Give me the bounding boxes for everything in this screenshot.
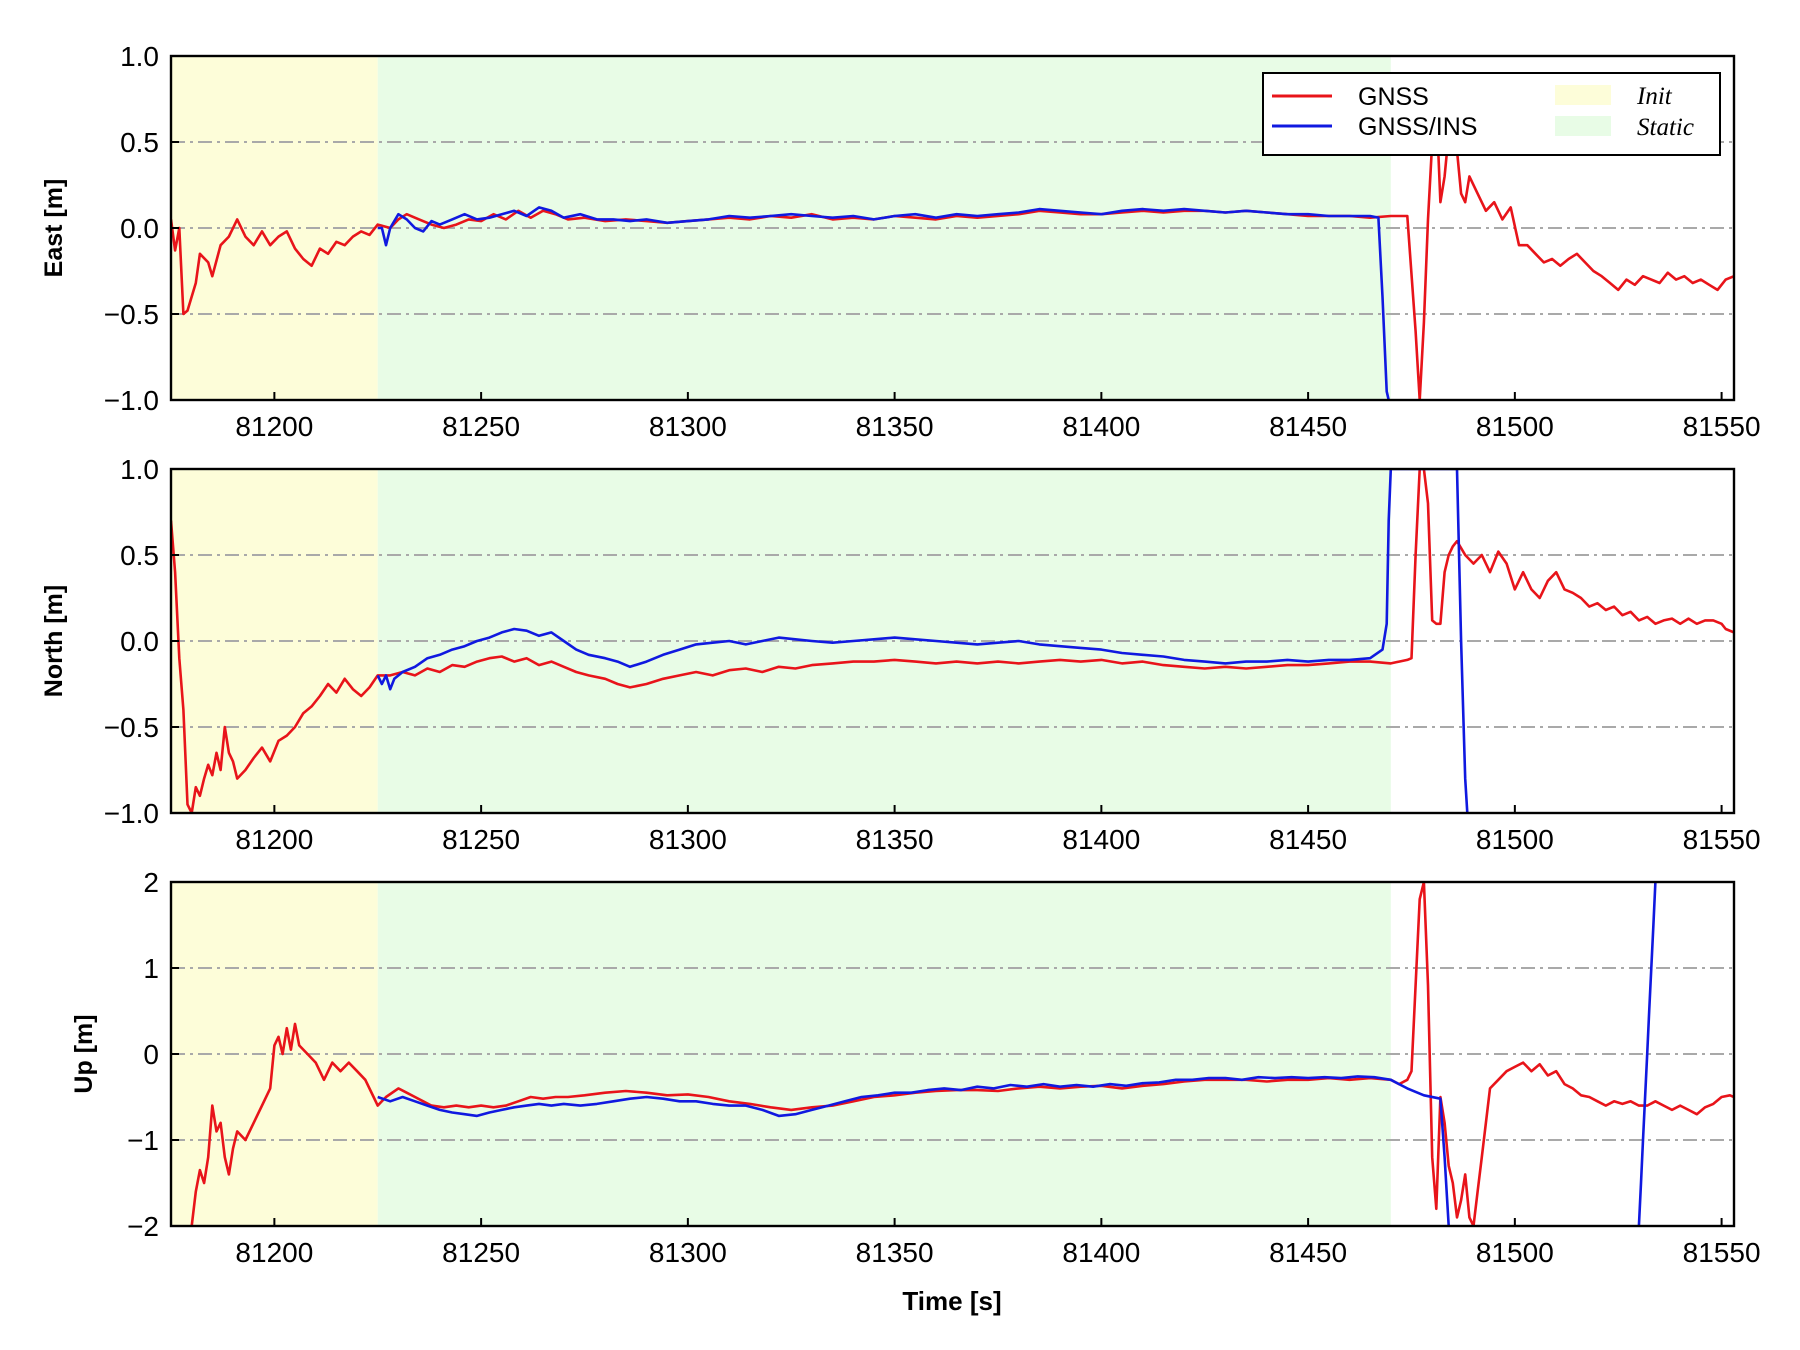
up-gridlines [171,967,1734,1141]
legend-label-gnss-ins: GNSS/INS [1358,113,1477,141]
east-y-tick-label: 0.5 [120,127,159,158]
north-x-tick-label: 81200 [235,824,313,855]
north-y-axis-label: North [m] [40,585,68,697]
north-series-gnss-ins [376,469,1469,813]
east-y-ticks: −1.0 −0.5 0.0 0.5 1.0 [104,41,179,416]
north-x-tick-label: 81250 [442,824,520,855]
north-y-ticks: −1.0 −0.5 0.0 0.5 1.0 [104,454,179,829]
legend-box [1262,72,1721,156]
up-series-gnss-ins [1637,882,1657,1226]
up-y-tick-label: 2 [143,867,159,898]
north-x-tick-label: 81450 [1269,824,1347,855]
east-series [171,102,1734,400]
up-series-gnss [190,882,1734,1226]
east-y-tick-label: 0.0 [120,213,159,244]
east-x-tick-label: 81400 [1062,411,1140,442]
east-series-gnss-ins [377,206,1390,400]
north-y-tick-label: −0.5 [104,712,159,743]
up-x-tick-label: 81450 [1269,1237,1347,1268]
legend-label-init: Init [1636,83,1673,110]
north-x-ticks: 81200 81250 81300 81350 81400 81450 81500 81550 [235,805,1761,855]
east-x-tick-label: 81250 [442,411,520,442]
up-y-tick-label: 0 [143,1039,159,1070]
north-panel: −1.0−0.50.00.51.0 81200 81250 81300 81350 81… [40,454,1761,855]
up-y-tick-label: −1 [127,1125,159,1156]
north-y-tick-label: 0.0 [120,626,159,657]
north-x-tick-label: 81400 [1062,824,1140,855]
legend-swatch-init [1555,85,1611,105]
up-x-ticks: 81200 81250 81300 81350 81400 81450 81500 81550 [235,1218,1761,1268]
legend: GNSS GNSS/INS Init Static [1262,72,1721,156]
east-x-tick-label: 81200 [235,411,313,442]
east-panel: −1.0−0.50.00.51.0 81200 81250 81300 81350 81… [40,41,1761,442]
up-y-tick-label: −2 [127,1211,159,1242]
up-x-tick-label: 81350 [856,1237,934,1268]
east-y-tick-label: −1.0 [104,385,159,416]
north-x-tick-label: 81300 [649,824,727,855]
north-series-gnss [171,469,1734,813]
east-x-tick-label: 81450 [1269,411,1347,442]
up-y-axis-label: Up [m] [70,1014,98,1093]
up-x-tick-label: 81200 [235,1237,313,1268]
east-y-axis-label: East [m] [40,179,68,278]
up-x-tick-label: 81250 [442,1237,520,1268]
x-axis-label: Time [s] [902,1286,1001,1316]
legend-label-static: Static [1637,114,1694,141]
north-gridlines [171,554,1734,728]
up-x-tick-label: 81550 [1683,1237,1761,1268]
up-series-gnss-ins [377,1075,1450,1226]
up-y-ticks: −2 −1 0 1 2 [127,867,179,1242]
east-y-tick-label: 1.0 [120,41,159,72]
legend-swatch-static [1555,116,1611,136]
east-y-tick-label: −0.5 [104,299,159,330]
east-x-tick-label: 81300 [649,411,727,442]
north-x-tick-label: 81350 [856,824,934,855]
north-x-tick-label: 81550 [1683,824,1761,855]
up-series [190,882,1734,1226]
north-y-tick-label: −1.0 [104,798,159,829]
up-x-tick-label: 81500 [1476,1237,1554,1268]
east-x-tick-label: 81550 [1683,411,1761,442]
east-x-tick-label: 81350 [856,411,934,442]
north-y-tick-label: 1.0 [120,454,159,485]
north-y-tick-label: 0.5 [120,540,159,571]
up-y-tick-label: 1 [143,953,159,984]
legend-label-gnss: GNSS [1358,83,1429,111]
east-x-ticks: 81200 81250 81300 81350 81400 81450 81500 81550 [235,392,1761,442]
up-x-tick-label: 81300 [649,1237,727,1268]
east-x-tick-label: 81500 [1476,411,1554,442]
north-x-tick-label: 81500 [1476,824,1554,855]
north-series [171,469,1734,813]
east-series-gnss [171,102,1734,400]
up-x-tick-label: 81400 [1062,1237,1140,1268]
